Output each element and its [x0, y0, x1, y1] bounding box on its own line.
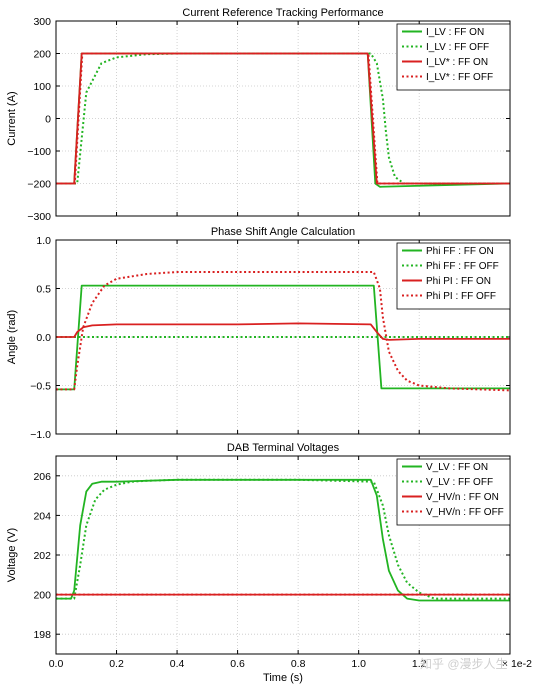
x-axis-multiplier: × 1e-2: [502, 658, 532, 670]
x-tick-label: 0.6: [230, 658, 245, 670]
y-tick-label: 100: [33, 81, 51, 93]
y-tick-label: 0: [45, 114, 51, 126]
legend: I_LV : FF ON I_LV : FF OFF I_LV* : FF ON I_…: [396, 23, 511, 91]
x-tick-label: 1.0: [351, 658, 366, 670]
series-line-1: [56, 478, 510, 602]
chart-panel-2: Phase Shift Angle Calculation −1.0 −0.5 0.0…: [6, 226, 511, 441]
chart-panel-3: DAB Terminal Voltages 198 200 202 204 206 0.0 0…: [6, 442, 511, 670]
plot-frame: [55, 20, 511, 217]
y-tick-label: −0.5: [30, 381, 51, 393]
legend-entry: Phi PI : FF ON: [426, 276, 491, 287]
legend-entry: I_LV : FF ON: [426, 27, 484, 38]
legend-entry: I_LV* : FF OFF: [426, 72, 493, 83]
x-tick-label: 0.8: [291, 658, 306, 670]
chart-panel-1: Current Reference Tracking Performance −3…: [6, 7, 511, 223]
y-axis-label: Voltage (V): [6, 528, 18, 582]
y-tick-label: −300: [27, 211, 51, 223]
legend-entry: V_HV/n : FF ON: [426, 492, 499, 503]
legend-box: [396, 242, 511, 310]
y-tick-label: 202: [33, 550, 51, 562]
plot-frame: [55, 239, 511, 435]
legend-entry: I_LV* : FF ON: [426, 57, 488, 68]
y-tick-label: −1.0: [30, 429, 51, 441]
series-group: [56, 52, 510, 188]
legend-entry: V_LV : FF ON: [426, 462, 488, 473]
chart-title: DAB Terminal Voltages: [227, 442, 340, 454]
legend-entry: Phi PI : FF OFF: [426, 291, 496, 302]
y-tick-label: 1.0: [36, 235, 51, 247]
y-tick-label: 0.5: [36, 284, 51, 296]
y-tick-label: −100: [27, 146, 51, 158]
x-tick-label: 0.4: [170, 658, 185, 670]
y-axis-label: Angle (rad): [6, 310, 18, 364]
y-tick-label: 300: [33, 16, 51, 28]
y-tick-label: 200: [33, 49, 51, 61]
chart-title: Phase Shift Angle Calculation: [211, 226, 355, 238]
series-line-4: [56, 271, 510, 392]
legend-box: [396, 458, 511, 526]
y-tick-label: −200: [27, 179, 51, 191]
legend-entry: V_HV/n : FF OFF: [426, 507, 504, 518]
legend: Phi FF : FF ON Phi FF : FF OFF Phi PI : FF…: [396, 242, 511, 310]
x-tick-label: 0.2: [109, 658, 124, 670]
y-tick-label: 200: [33, 590, 51, 602]
x-tick-label: 0.0: [49, 658, 64, 670]
y-axis-label: Current (A): [6, 91, 18, 145]
series-group: [56, 271, 510, 392]
chart-title: Current Reference Tracking Performance: [182, 7, 383, 19]
y-tick-label: 0.0: [36, 332, 51, 344]
y-tick-label: 206: [33, 471, 51, 483]
legend-entry: I_LV : FF OFF: [426, 42, 489, 53]
legend: V_LV : FF ON V_LV : FF OFF V_HV/n : FF ON V…: [396, 458, 511, 526]
x-axis-label: Time (s): [263, 672, 303, 684]
legend-entry: Phi FF : FF ON: [426, 246, 494, 257]
plot-frame: [55, 455, 511, 655]
y-tick-label: 198: [33, 629, 51, 641]
series-group: [56, 478, 510, 602]
legend-box: [396, 23, 511, 91]
y-tick-label: 204: [33, 510, 51, 522]
legend-entry: V_LV : FF OFF: [426, 477, 493, 488]
watermark: 知乎 @漫步人生: [420, 657, 508, 671]
x-tick-label: 1.2: [412, 658, 427, 670]
legend-entry: Phi FF : FF OFF: [426, 261, 499, 272]
